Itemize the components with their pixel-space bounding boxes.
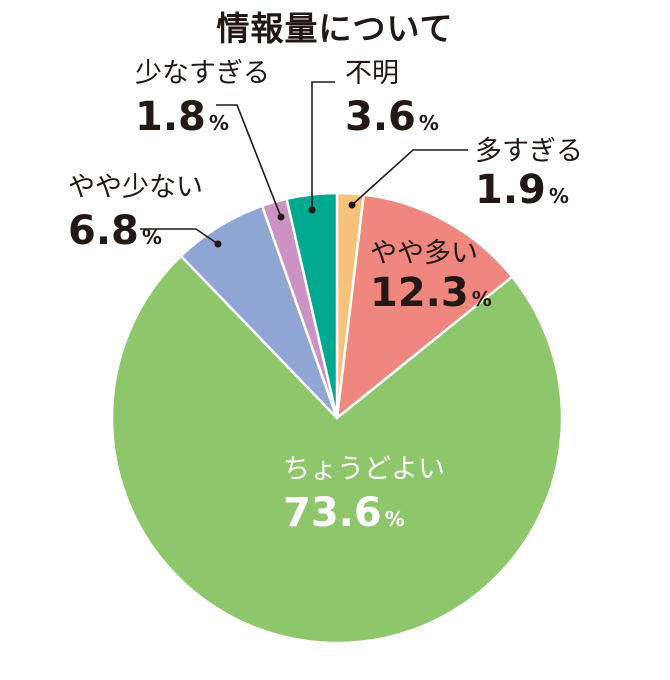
- chart-title: 情報量について: [216, 9, 454, 48]
- percent-unit: %: [209, 111, 229, 135]
- pie-slice-2: [335, 193, 514, 420]
- slice-category-label: 少なすぎる: [135, 58, 270, 89]
- percent-unit: %: [385, 507, 405, 531]
- slice-category-label: 多すぎる: [475, 136, 583, 167]
- slice-value-label: 6.8%: [68, 208, 162, 254]
- percent-unit: %: [549, 184, 569, 208]
- slices-group: [110, 191, 564, 645]
- slice-category-label: ちょうどよい: [283, 454, 445, 485]
- slice-value-label: 1.9%: [475, 167, 569, 213]
- leader-dot-4: [214, 240, 222, 248]
- slice-category-label: やや多い: [370, 238, 478, 269]
- pie-slice-3: [110, 254, 564, 645]
- slice-value-label: 1.8%: [135, 94, 229, 140]
- slice-category-label: やや少ない: [68, 172, 203, 203]
- leader-line-1: [351, 149, 468, 206]
- leader-dot-6: [308, 206, 316, 214]
- percent-unit: %: [472, 287, 492, 311]
- percent-unit: %: [142, 225, 162, 249]
- slice-value-label: 3.6%: [345, 94, 439, 140]
- leader-lines: [140, 81, 468, 248]
- leader-line-5: [216, 104, 282, 218]
- leader-dot-5: [277, 213, 285, 221]
- leader-dot-1: [348, 201, 356, 209]
- slice-category-label: 不明: [345, 58, 399, 89]
- percent-unit: %: [419, 111, 439, 135]
- leader-line-6: [311, 81, 335, 210]
- slice-label-6: 不明 3.6%: [345, 58, 439, 140]
- slice-label-5: 少なすぎる 1.8%: [135, 58, 270, 140]
- leader-line-4: [140, 228, 219, 245]
- slice-label-4: やや少ない 6.8%: [68, 172, 203, 254]
